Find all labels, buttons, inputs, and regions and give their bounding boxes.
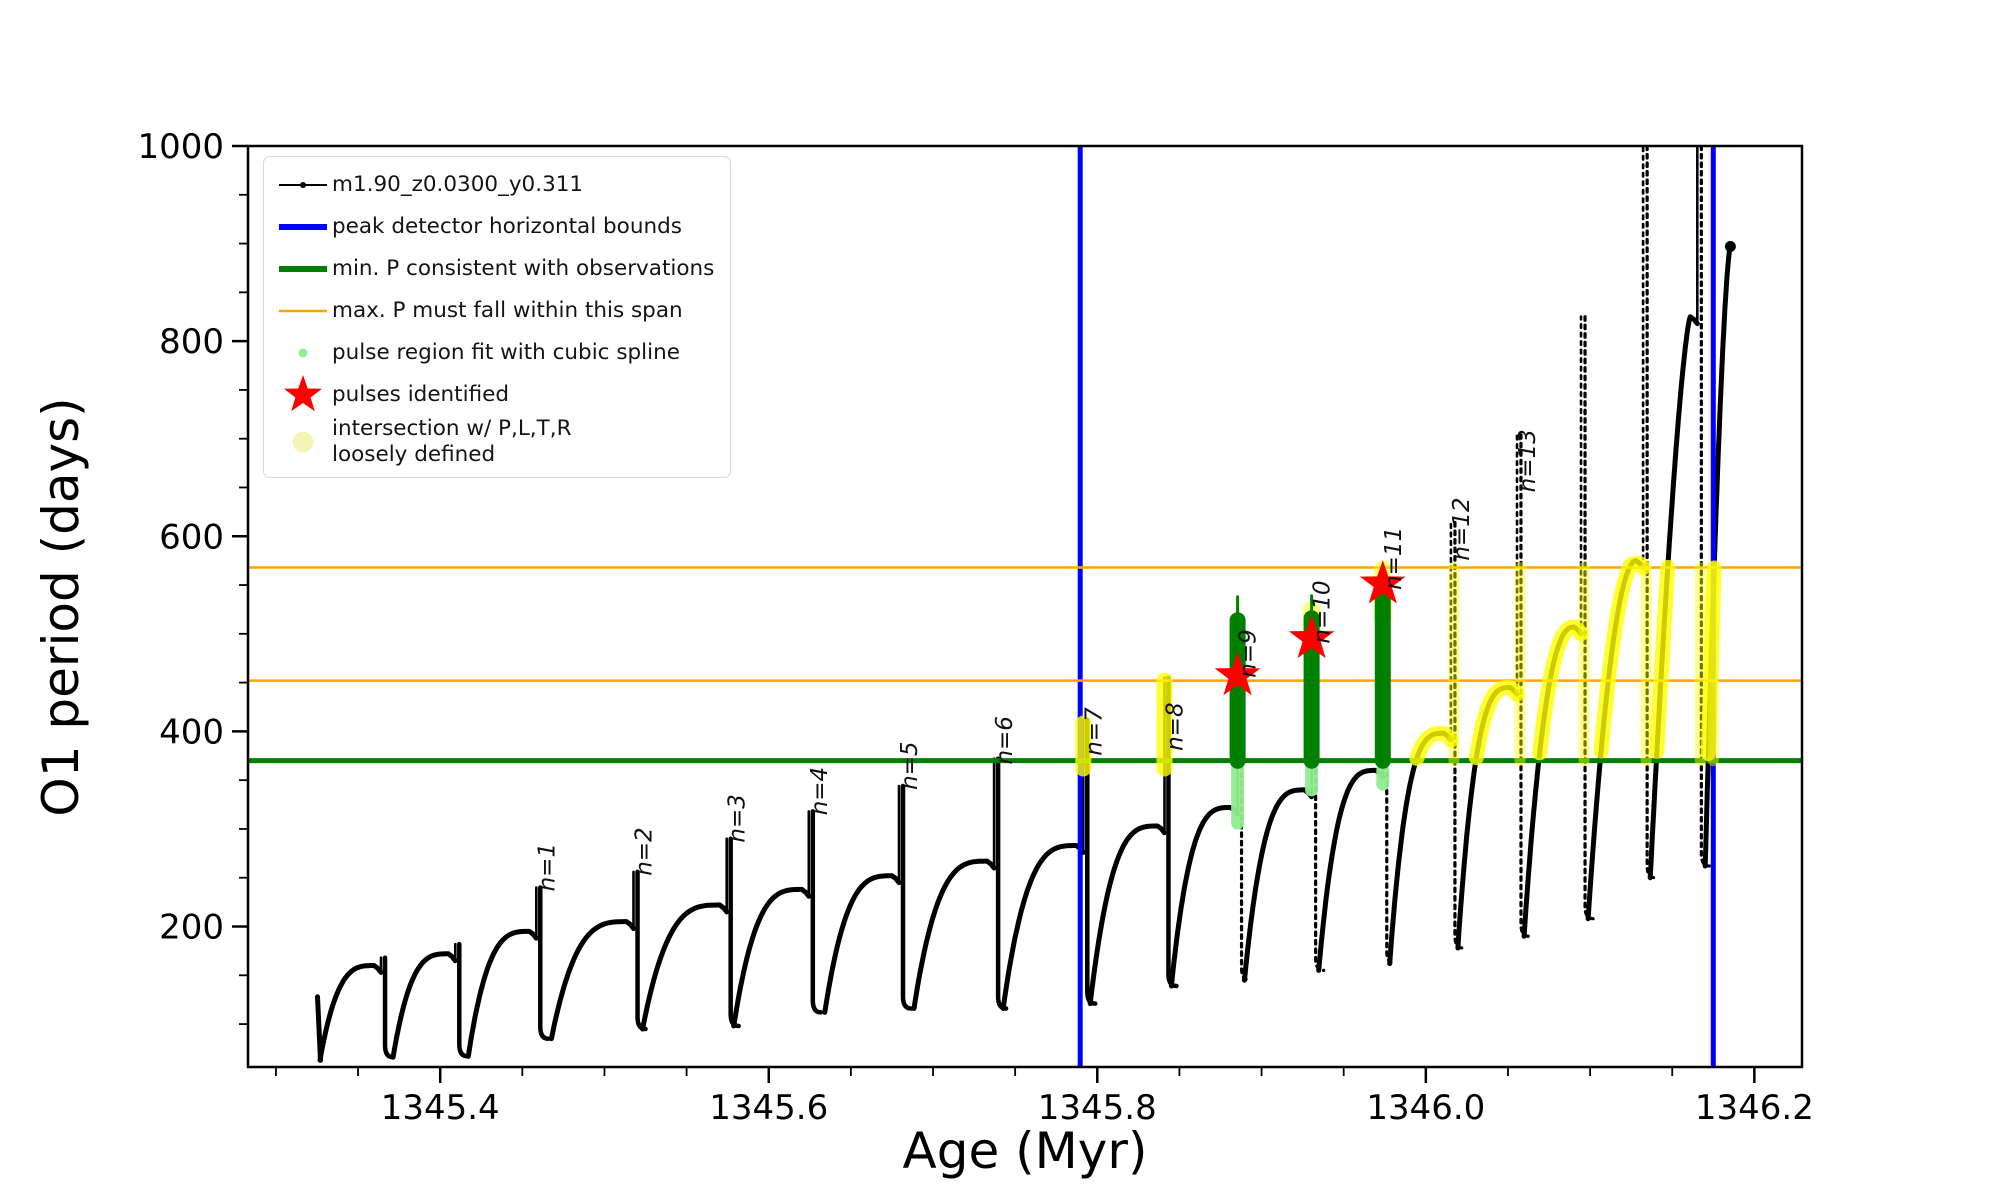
pulse-star [1359,560,1406,604]
pulse-label: n=9 [1236,629,1262,677]
series-tooth-drop [810,809,824,1015]
yellow-intersection-arc [1649,559,1676,759]
y-tick-label: 800 [159,322,224,362]
plot-frame [246,144,1804,1069]
series-tooth-rise [640,902,730,1032]
series-tooth-rise [1000,843,1086,1011]
series-tooth-drop [995,756,1009,1011]
series-tooth-drop [900,783,914,1011]
series-tooth-drop [538,885,551,1041]
legend-label: m1.90_z0.0300_y0.311 [332,171,584,197]
legend-label: pulse region fit with cubic spline [332,339,680,365]
series-tooth-drop [635,869,648,1032]
legend-marker-big-dot-icon [274,421,332,463]
pulse-star [1288,614,1335,659]
series-tooth-rise [1647,314,1700,881]
pulse-label: n=11 [1381,527,1407,590]
legend-marker-thin-line-icon [274,290,332,332]
pulse-label: n=8 [1162,702,1188,750]
y-tick-label: 600 [159,517,224,557]
pulse-label: n=7 [1081,707,1107,756]
x-tick-label: 1346.2 [1695,1088,1814,1128]
y-tick-label: 200 [159,908,224,948]
series-tooth-rise [317,963,384,1063]
x-tick-label: 1345.8 [1038,1088,1157,1128]
series-tooth-rise [1242,787,1315,983]
x-tick-label: 1346.0 [1366,1088,1485,1128]
legend-marker-small-dot-icon [274,332,332,374]
series-tooth-rise [465,928,539,1059]
pulse-label: n=5 [897,741,923,789]
legend-entry: intersection w/ P,L,T,R loosely defined [274,416,720,468]
series-tooth-drop [382,955,396,1060]
series-tooth-rise [822,873,902,1015]
series-tooth-rise [1702,244,1733,869]
legend-marker-star-icon [274,374,332,416]
legend-entry: pulse region fit with cubic spline [274,332,720,374]
pulse-label: n=10 [1310,580,1336,643]
legend-label: max. P must fall within this span [332,297,683,323]
pulse-label: n=1 [534,843,560,891]
y-tick-label: 1000 [137,127,224,167]
x-tick-label: 1345.4 [381,1088,500,1128]
pulse-label: n=2 [632,827,658,875]
y-tick-label: 400 [159,712,224,752]
yellow-intersection-arc [1409,725,1459,766]
series-tooth-drop [457,941,470,1059]
series-tooth-rise [390,951,458,1060]
legend-entry: peak detector horizontal bounds [274,206,720,248]
legend-label: intersection w/ P,L,T,R loosely defined [332,416,572,468]
series-tooth-rise [1087,823,1167,1007]
yellow-intersection-arc [1532,619,1589,761]
x-tick-label: 1345.6 [709,1088,828,1128]
x-axis-title: Age (Myr) [903,1122,1148,1180]
legend-entry: m1.90_z0.0300_y0.311 [274,164,720,206]
series-tooth-rise [911,858,997,1011]
series-end-dot [1724,240,1736,252]
series-tooth-drop [1453,521,1465,950]
series-tooth-rise [1387,730,1454,967]
yellow-intersection-arc [1593,556,1651,759]
legend-entry: min. P consistent with observations [274,248,720,290]
y-axis-title: O1 period (days) [32,397,90,816]
pulse-label: n=6 [992,716,1018,764]
pulse-label: n=4 [807,767,833,815]
legend-marker-thick-line-icon [274,248,332,290]
legend-entry: pulses identified [274,374,720,416]
legend-label: pulses identified [332,381,510,407]
series-tooth-rise [548,919,636,1042]
legend-label: peak detector horizontal bounds [332,213,682,239]
yellow-intersection-arc [1700,560,1722,762]
pulse-label: n=13 [1515,429,1541,492]
legend-entry: max. P must fall within this span [274,290,720,332]
series-tooth-rise [1168,805,1241,989]
pulse-label: n=3 [725,794,751,842]
legend-marker-line-dot-icon [274,164,332,206]
series-tooth-drop [1645,146,1657,880]
series-tooth-rise [1316,767,1386,973]
yellow-intersection-arc [1468,680,1525,766]
legend-marker-thick-line-icon [274,206,332,248]
legend-label: min. P consistent with observations [332,255,715,281]
pulse-star [1214,651,1261,696]
series-tooth-rise [731,886,812,1029]
pulse-label: n=12 [1449,498,1475,561]
